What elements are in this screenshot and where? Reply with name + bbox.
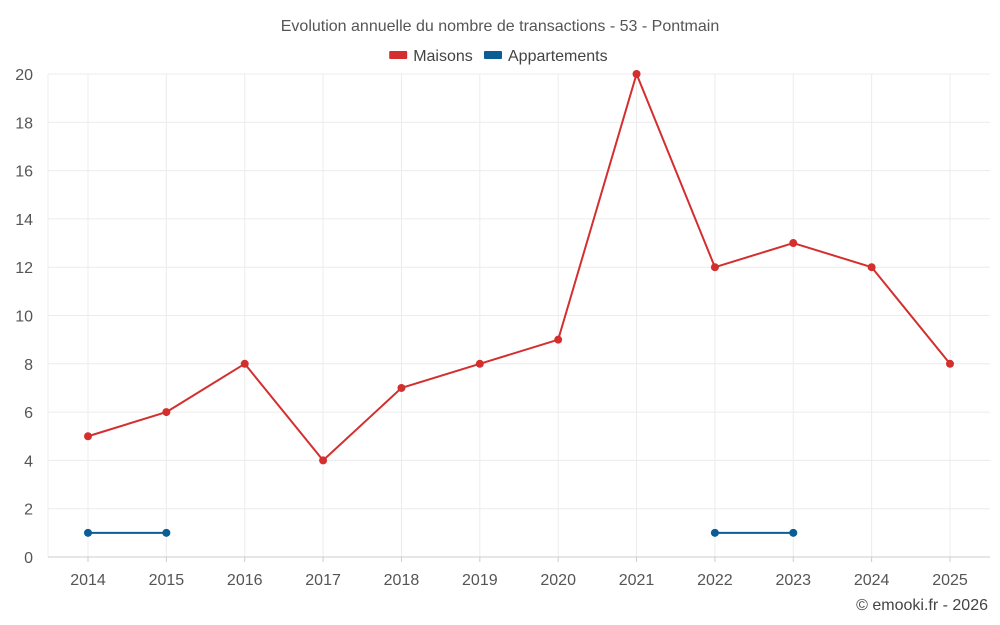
y-tick-label-12: 12 — [15, 260, 33, 277]
grid — [47, 73, 990, 557]
y-tick-label-16: 16 — [15, 164, 33, 181]
legend-label-appartements: Appartements — [508, 48, 608, 65]
y-tick-label-0: 0 — [24, 550, 33, 567]
x-tick-label-2020: 2020 — [540, 572, 576, 589]
y-tick-label-20: 20 — [15, 67, 33, 84]
point-maisons-2024 — [867, 263, 876, 272]
point-maisons-2020 — [554, 335, 563, 344]
x-tick-label-2025: 2025 — [932, 572, 968, 589]
x-tick-label-2016: 2016 — [227, 572, 263, 589]
series-group — [84, 70, 954, 537]
x-tick-label-2014: 2014 — [70, 572, 106, 589]
chart-title: Evolution annuelle du nombre de transact… — [281, 18, 719, 35]
point-appartements-2023 — [789, 528, 798, 537]
point-maisons-2021 — [632, 70, 641, 78]
y-tick-label-14: 14 — [15, 212, 33, 229]
y-tick-label-8: 8 — [24, 357, 33, 374]
point-maisons-2025 — [946, 359, 954, 368]
legend-swatch-appartements — [484, 51, 502, 59]
point-maisons-2016 — [240, 359, 249, 368]
x-tick-label-2024: 2024 — [854, 572, 890, 589]
y-tick-label-4: 4 — [24, 453, 33, 470]
point-maisons-2022 — [710, 263, 719, 272]
point-appartements-2022 — [710, 528, 719, 537]
point-appartements-2015 — [162, 528, 171, 537]
point-maisons-2023 — [789, 239, 798, 248]
credit-text: © emooki.fr - 2026 — [856, 597, 988, 614]
x-tick-label-2015: 2015 — [149, 572, 185, 589]
y-tick-label-18: 18 — [15, 115, 33, 132]
point-maisons-2018 — [397, 383, 406, 392]
legend: Maisons Appartements — [389, 48, 608, 65]
x-tick-label-2019: 2019 — [462, 572, 498, 589]
legend-swatch-maisons — [389, 51, 408, 59]
x-tick-label-2017: 2017 — [305, 572, 341, 589]
point-maisons-2017 — [319, 456, 328, 465]
point-maisons-2019 — [475, 359, 484, 368]
x-tick-label-2023: 2023 — [775, 572, 811, 589]
x-tick-label-2018: 2018 — [384, 572, 420, 589]
legend-label-maisons: Maisons — [413, 48, 473, 65]
axes: 0 2 4 6 8 10 12 14 16 18 20 2014 2015 2016 2017 2018 201… — [15, 67, 990, 589]
y-tick-label-2: 2 — [24, 502, 33, 519]
point-appartements-2014 — [84, 528, 92, 537]
x-tick-label-2022: 2022 — [697, 572, 733, 589]
series-line-maisons-0 — [87, 73, 951, 462]
point-maisons-2015 — [162, 408, 171, 417]
point-maisons-2014 — [84, 432, 92, 441]
y-tick-label-6: 6 — [24, 405, 33, 422]
x-tick-label-2021: 2021 — [619, 572, 655, 589]
y-tick-label-10: 10 — [15, 309, 33, 326]
